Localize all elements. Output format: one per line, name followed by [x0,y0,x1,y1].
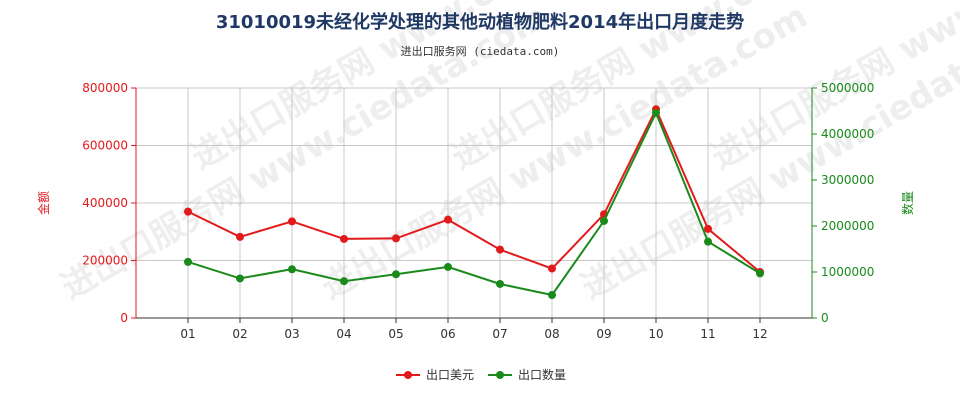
series-point-2 [184,257,192,266]
right-tick-label: 4000000 [821,127,874,141]
series-point-1 [236,232,244,241]
right-axis-title: 数量 [900,191,915,215]
x-tick-label: 01 [180,327,195,341]
right-tick-label: 2000000 [821,219,874,233]
series-point-2 [236,274,244,283]
right-tick-label: 3000000 [821,173,874,187]
x-axis-ticks: 01 02 03 04 05 06 07 08 09 10 11 12 [180,318,768,341]
series-point-1 [444,215,452,224]
series-point-1 [548,264,556,273]
left-axis-ticks: 0 200000 400000 600000 800000 [82,81,136,325]
series-point-2 [444,262,452,271]
series-point-1 [340,234,348,243]
x-tick-label: 03 [284,327,299,341]
series-point-2 [340,277,348,286]
series-layer [184,105,764,299]
right-tick-label: 5000000 [821,81,874,95]
x-tick-label: 02 [232,327,247,341]
chart-title: 31010019未经化学处理的其他动植物肥料2014年出口月度走势 [216,11,744,33]
series-point-1 [392,234,400,243]
series-point-2 [392,270,400,279]
x-tick-label: 08 [544,327,559,341]
x-tick-label: 04 [336,327,351,341]
left-axis-title: 金额 [36,191,51,215]
x-tick-label: 07 [492,327,507,341]
series-point-2 [548,291,556,299]
series-line-2 [187,110,761,297]
series-point-2 [652,108,660,117]
legend: 出口美元 出口数量 [396,367,566,382]
x-tick-label: 06 [440,327,455,341]
series-point-2 [756,269,764,278]
series-point-2 [600,216,608,225]
left-tick-label: 600000 [82,139,128,153]
legend-label: 出口美元 [426,368,474,382]
series-point-1 [288,217,296,226]
x-tick-label: 11 [700,327,715,341]
legend-label: 出口数量 [518,367,566,382]
left-tick-label: 400000 [82,196,128,210]
series-point-1 [496,245,504,254]
chart-subtitle: 进出口服务网 (ciedata.com) [401,44,560,58]
series-point-1 [704,224,712,233]
left-tick-label: 0 [120,311,128,325]
series-point-2 [704,237,712,246]
right-tick-label: 1000000 [821,265,874,279]
legend-swatch-marker [404,371,412,379]
left-tick-label: 200000 [82,254,128,268]
x-tick-label: 05 [388,327,403,341]
series-line-1 [187,106,761,273]
series-point-2 [288,265,296,274]
series-point-1 [184,207,192,216]
x-tick-label: 09 [596,327,611,341]
x-tick-label: 10 [648,327,663,341]
right-tick-label: 0 [821,311,829,325]
right-axis-ticks: 0 1000000 2000000 3000000 4000000 5000000 [812,81,874,325]
left-tick-label: 800000 [82,81,128,95]
series-point-2 [496,279,504,288]
x-tick-label: 12 [752,327,767,341]
legend-swatch-marker [496,371,504,379]
